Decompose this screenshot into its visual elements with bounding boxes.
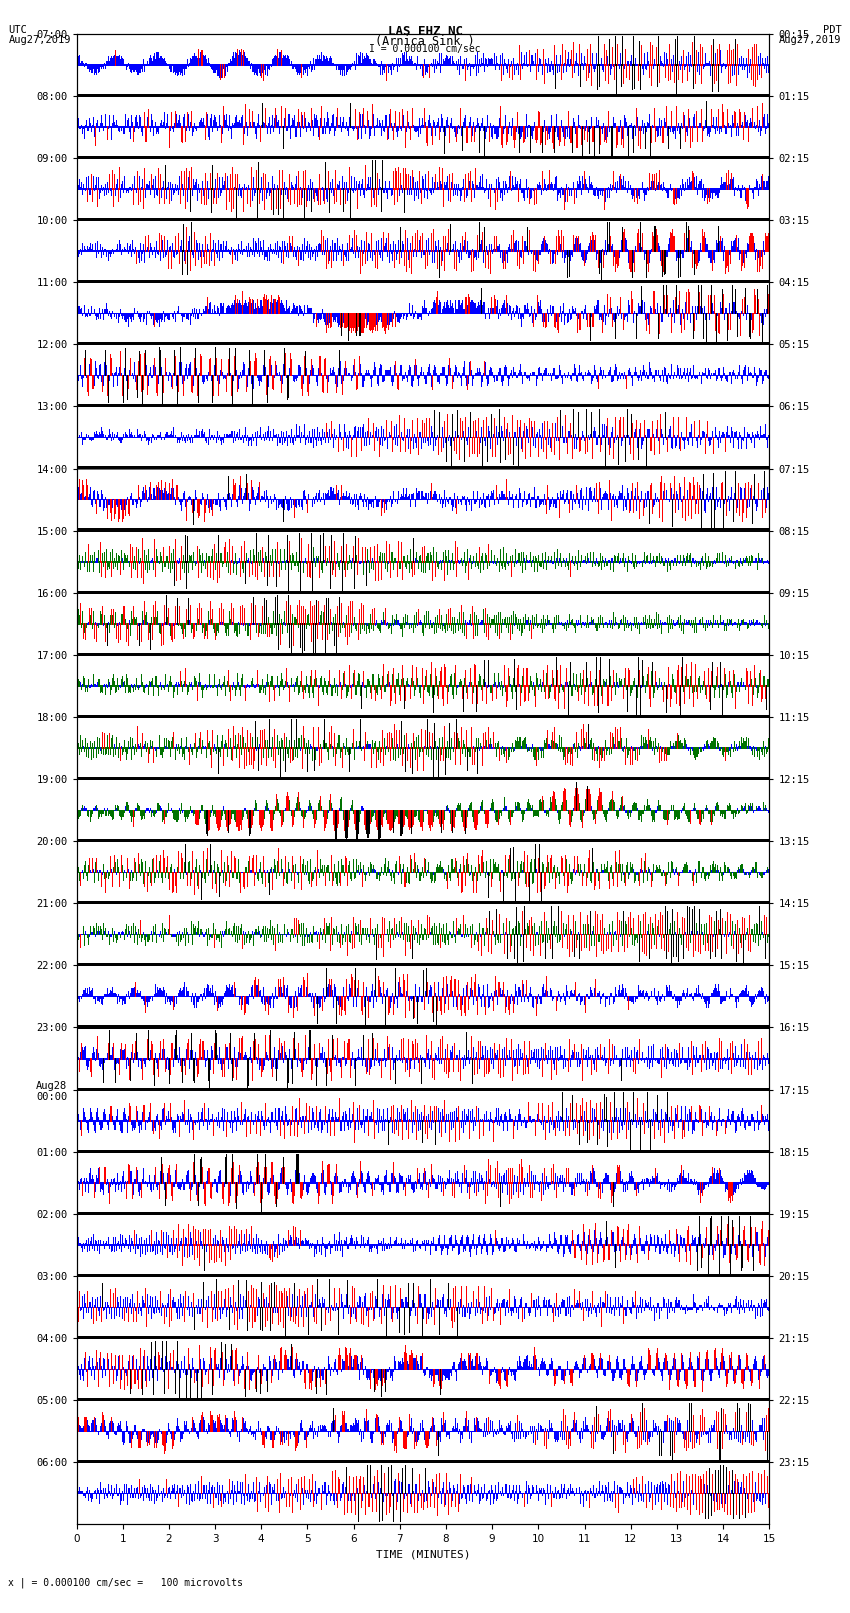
Text: UTC: UTC [8,24,27,35]
Text: I = 0.000100 cm/sec: I = 0.000100 cm/sec [369,44,481,55]
Text: LAS EHZ NC: LAS EHZ NC [388,24,462,39]
Text: Aug27,2019: Aug27,2019 [779,35,842,45]
Text: Aug27,2019: Aug27,2019 [8,35,71,45]
Text: x | = 0.000100 cm/sec =   100 microvolts: x | = 0.000100 cm/sec = 100 microvolts [8,1578,243,1589]
Text: PDT: PDT [823,24,842,35]
Text: (Arnica Sink ): (Arnica Sink ) [375,35,475,48]
X-axis label: TIME (MINUTES): TIME (MINUTES) [376,1550,470,1560]
